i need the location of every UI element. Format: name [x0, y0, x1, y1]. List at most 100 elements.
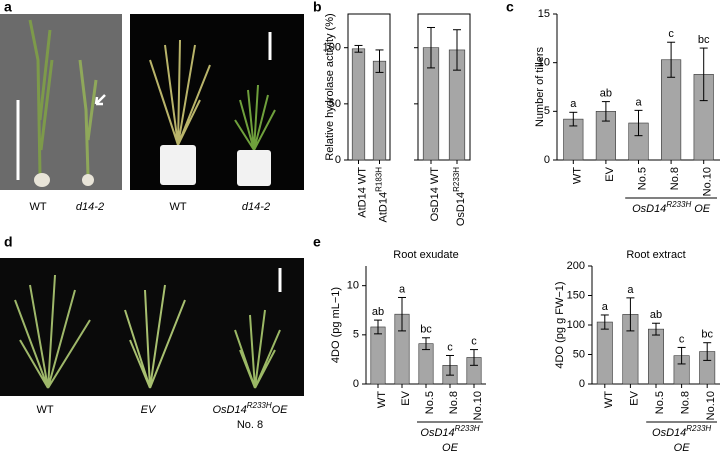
x-tick-label: No.5 — [424, 391, 436, 414]
chart-title: Root extract — [626, 249, 685, 261]
y-tick-label: 15 — [538, 8, 550, 20]
significance-letter: bc — [698, 34, 710, 46]
x-tick-label: EV — [628, 390, 640, 405]
y-tick-label: 10 — [347, 280, 359, 292]
x-tick-label: No.8 — [448, 391, 460, 414]
x-tick-label-text: AtD14 — [377, 192, 389, 223]
x-tick-label-superscript: R233H — [452, 167, 461, 192]
x-tick-label-text: No.5 — [424, 391, 436, 414]
group-label-superscript: R233H — [686, 424, 711, 433]
bar — [648, 328, 664, 385]
photo-caption: d14-2 — [76, 201, 104, 213]
error-bar — [374, 319, 382, 335]
error-bar — [600, 314, 609, 330]
panel-label: a — [4, 0, 12, 15]
error-bar — [569, 111, 578, 127]
y-tick-label: 0 — [544, 154, 550, 166]
significance-letter: c — [679, 333, 685, 345]
significance-letter: a — [570, 98, 577, 110]
error-bar — [601, 101, 610, 122]
group-label-suffix: OE — [674, 442, 691, 454]
bar — [372, 60, 387, 161]
group-label-text: OsD14 — [632, 203, 666, 215]
x-tick-label: No.8 — [680, 391, 692, 414]
significance-letter: a — [602, 301, 609, 313]
error-bar — [453, 29, 461, 71]
error-bar — [446, 354, 454, 376]
group-label: OsD14R233H — [420, 424, 479, 439]
y-tick-label: 150 — [567, 289, 585, 301]
panel-label: e — [313, 234, 321, 250]
x-tick-label: AtD14 WT — [356, 167, 368, 218]
x-tick-label: WT — [571, 167, 583, 184]
y-tick-label: 0 — [353, 378, 359, 390]
photo — [0, 258, 304, 396]
plot-frame — [417, 13, 471, 161]
group-label: OsD14R233H OE — [632, 200, 711, 215]
caption-part: OsD14 — [212, 404, 246, 416]
significance-letter: c — [668, 28, 674, 40]
x-tick-label-superscript: R183H — [375, 167, 384, 192]
chart-title: Root exudate — [393, 249, 458, 261]
x-tick-label: EV — [400, 390, 412, 405]
group-label-superscript: R233H — [455, 424, 480, 433]
x-tick-label-text: No.5 — [654, 391, 666, 414]
y-tick-label: 50 — [329, 98, 341, 110]
x-tick-label: WT — [376, 391, 388, 408]
group-label-suffix: OE — [442, 442, 459, 454]
significance-letter: ab — [600, 88, 612, 100]
y-tick-label: 5 — [544, 105, 550, 117]
x-tick-label-text: No.10 — [705, 391, 717, 420]
y-axis-label: 4DO (pg g FW−1) — [554, 281, 566, 368]
x-tick-label-text: No.5 — [636, 167, 648, 190]
x-tick-label: EV — [604, 166, 616, 181]
photo-caption: d14-2 — [242, 201, 270, 213]
x-tick-label: AtD14R183H — [375, 167, 390, 223]
x-tick-label-text: EV — [604, 166, 616, 181]
y-axis-label: 4DO (pg mL−1) — [330, 287, 342, 363]
photo — [0, 14, 122, 190]
y-tick-label: 0 — [335, 154, 341, 166]
plot-frame — [347, 13, 391, 161]
x-tick-label-text: No.10 — [702, 167, 714, 196]
y-tick-label: 5 — [353, 329, 359, 341]
y-tick-label: 100 — [567, 319, 585, 331]
x-tick-label-text: No.10 — [472, 391, 484, 420]
panel-label: b — [313, 0, 322, 15]
bar — [596, 321, 613, 385]
x-tick-label-text: EV — [628, 390, 640, 405]
x-tick-label-text: AtD14 WT — [356, 167, 368, 218]
caption-part: R233H — [247, 401, 272, 410]
x-tick-label-text: OsD14 — [455, 192, 467, 226]
panel-label: c — [506, 0, 514, 15]
photo-caption: WT — [29, 201, 46, 213]
photo-caption: WT — [36, 404, 53, 416]
x-tick-label: No.10 — [705, 391, 717, 420]
photo-caption: EV — [141, 404, 157, 416]
error-bar — [375, 49, 384, 73]
x-tick-label-text: WT — [571, 167, 583, 184]
significance-letter: a — [635, 96, 642, 108]
significance-letter: ab — [372, 306, 384, 318]
x-tick-label-text: No.8 — [448, 391, 460, 414]
y-axis-label: Relative hydrolase activity (%) — [324, 13, 336, 160]
significance-letter: bc — [701, 329, 713, 341]
error-bar — [398, 296, 406, 332]
y-tick-label: 10 — [538, 57, 550, 69]
error-bar — [667, 41, 676, 78]
error-bar — [427, 26, 435, 69]
x-tick-label: No.8 — [669, 167, 681, 190]
x-tick-label-text: No.8 — [680, 391, 692, 414]
error-bar — [422, 337, 430, 351]
group-label-text: OsD14 — [652, 427, 686, 439]
significance-letter: ab — [650, 309, 662, 321]
error-bar — [677, 346, 686, 365]
x-tick-label: OsD14 WT — [429, 167, 441, 222]
x-tick-label-text: No.8 — [669, 167, 681, 190]
error-bar — [703, 342, 712, 361]
significance-letter: a — [627, 284, 634, 296]
photo — [130, 14, 304, 190]
y-tick-label: 200 — [567, 260, 585, 272]
photo-caption: No. 8 — [237, 419, 263, 431]
